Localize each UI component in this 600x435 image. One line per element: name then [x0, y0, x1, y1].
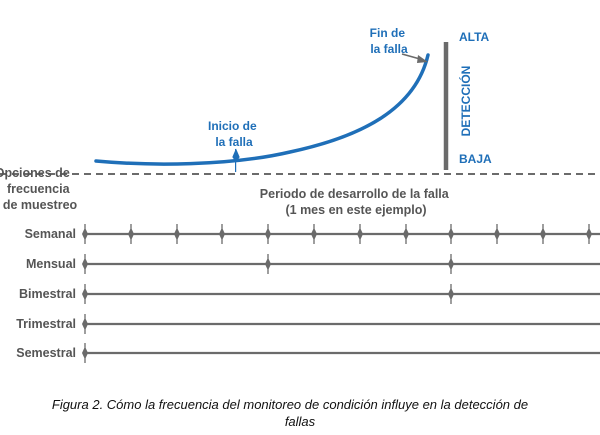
sample-marker: [447, 284, 455, 304]
sample-marker: [81, 343, 89, 363]
sampling-row-label: Bimestral: [19, 287, 76, 301]
failure-end-arrow: [401, 53, 428, 63]
sample-marker: [493, 224, 501, 244]
sample-marker: [81, 254, 89, 274]
sample-marker: [81, 224, 89, 244]
sample-marker: [539, 224, 547, 244]
sample-marker: [447, 254, 455, 274]
sampling-row-label: Trimestral: [16, 317, 76, 331]
detection-axis-title: DETECCIÓN: [458, 66, 473, 137]
sampling-row-label: Semestral: [16, 346, 76, 360]
sample-marker: [356, 224, 364, 244]
sampling-options-label: Opciones de frecuencia de muestreo: [0, 166, 78, 212]
failure-end-label: Fin de la falla: [370, 26, 409, 56]
sampling-row-label: Mensual: [26, 257, 76, 271]
sample-marker: [127, 224, 135, 244]
sample-marker: [173, 224, 181, 244]
failure-start-marker: [232, 148, 240, 172]
sample-marker: [264, 224, 272, 244]
sample-marker: [310, 224, 318, 244]
failure-curve: [94, 53, 430, 166]
caption-line-2: fallas: [284, 414, 316, 429]
sample-marker: [585, 224, 593, 244]
sample-marker: [81, 314, 89, 334]
sample-marker: [447, 224, 455, 244]
sample-marker: [218, 224, 226, 244]
failure-start-label: Inicio de la falla: [208, 119, 260, 149]
sampling-rows: Semanal Mensual Bimestral Trimestral Semestr…: [16, 224, 600, 363]
sample-marker: [402, 224, 410, 244]
sampling-row-label: Semanal: [25, 227, 76, 241]
detection-low-label: BAJA: [459, 152, 492, 166]
sample-marker: [264, 254, 272, 274]
detection-high-label: ALTA: [459, 30, 490, 44]
period-label: Periodo de desarrollo de la falla (1 mes…: [260, 187, 452, 217]
sample-marker: [81, 284, 89, 304]
figure-caption: Figura 2. Cómo la frecuencia del monitor…: [0, 396, 600, 430]
caption-line-1: Figura 2. Cómo la frecuencia del monitor…: [51, 397, 529, 412]
